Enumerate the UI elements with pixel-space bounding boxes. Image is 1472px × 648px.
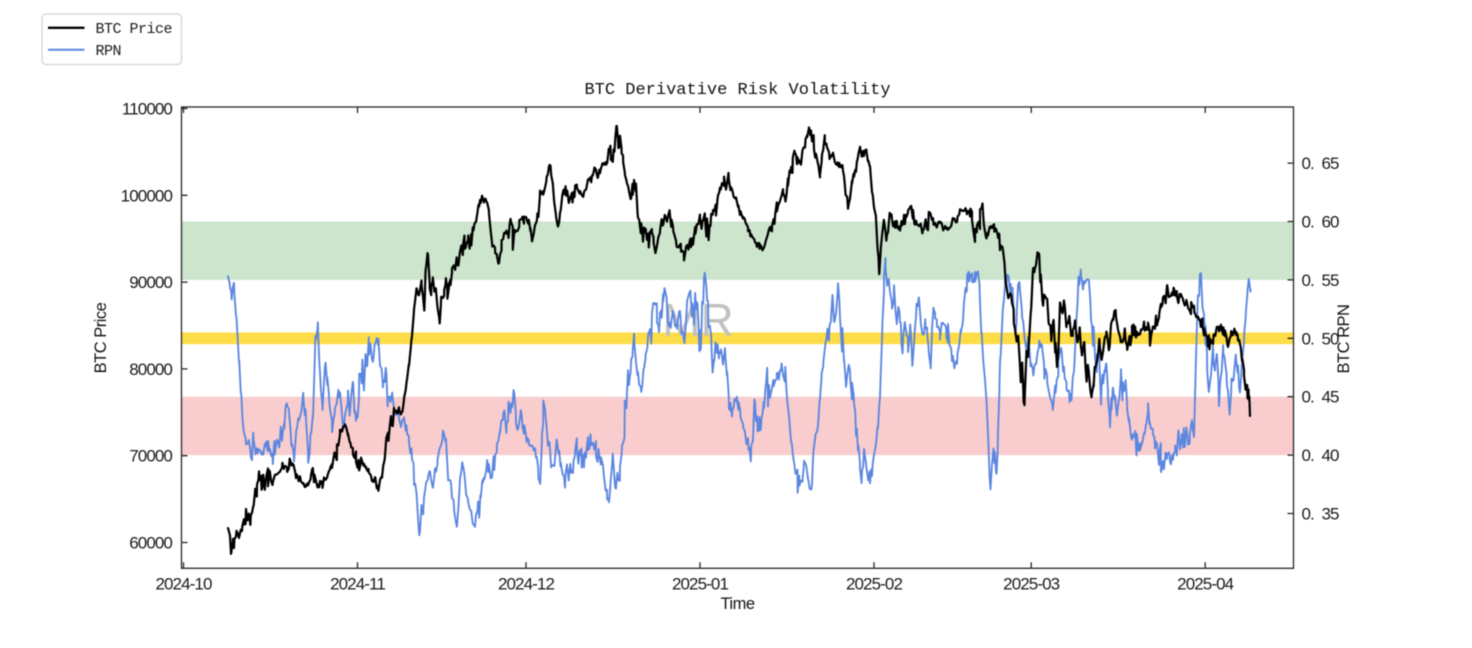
- svg-text:0.40: 0. 40: [1302, 446, 1340, 465]
- svg-text:Time: Time: [720, 595, 754, 613]
- svg-text:BTC Price: BTC Price: [96, 21, 173, 38]
- svg-text:80000: 80000: [129, 360, 172, 379]
- svg-text:0.65: 0. 65: [1302, 154, 1340, 173]
- svg-text:0.45: 0. 45: [1302, 388, 1340, 407]
- svg-text:100000: 100000: [121, 186, 173, 205]
- svg-text:BTC Derivative Risk Volatility: BTC Derivative Risk Volatility: [584, 81, 890, 100]
- svg-text:2025-03: 2025-03: [1003, 575, 1060, 594]
- svg-text:2025-04: 2025-04: [1177, 575, 1234, 594]
- svg-text:BTC Price: BTC Price: [92, 302, 110, 373]
- svg-text:2024-11: 2024-11: [330, 575, 385, 594]
- svg-text:0.60: 0. 60: [1302, 213, 1340, 232]
- svg-text:0.50: 0. 50: [1302, 329, 1340, 348]
- svg-text:110000: 110000: [122, 100, 173, 119]
- svg-text:70000: 70000: [129, 447, 172, 466]
- svg-text:BTC RPN: BTC RPN: [1335, 305, 1353, 374]
- svg-text:0.35: 0. 35: [1302, 505, 1340, 524]
- svg-text:RPN: RPN: [96, 43, 122, 60]
- svg-text:60000: 60000: [129, 534, 172, 553]
- svg-text:2025-02: 2025-02: [846, 575, 903, 594]
- svg-text:2024-10: 2024-10: [155, 575, 212, 594]
- svg-text:90000: 90000: [129, 273, 172, 292]
- svg-text:2025-01: 2025-01: [672, 575, 729, 594]
- svg-text:2024-12: 2024-12: [498, 575, 555, 594]
- svg-text:0.55: 0. 55: [1302, 271, 1340, 290]
